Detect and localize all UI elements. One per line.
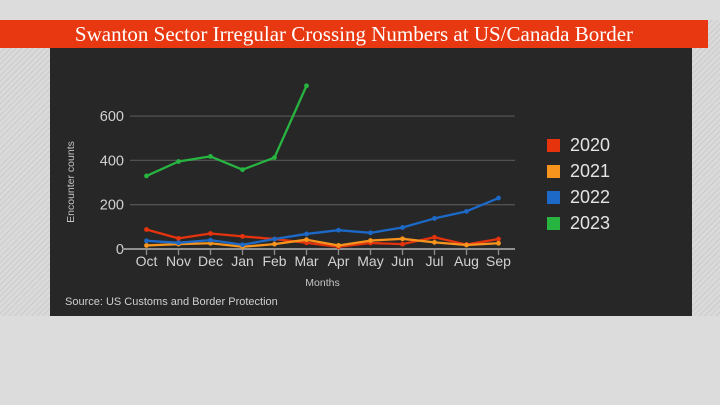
data-point-2022: [496, 195, 501, 201]
data-point-2020: [240, 233, 245, 239]
data-point-2023: [304, 83, 309, 89]
data-point-2020: [496, 236, 501, 242]
x-tick-label: Aug: [454, 253, 479, 269]
x-tick-label: Jun: [391, 253, 414, 269]
legend-label: 2021: [570, 161, 611, 181]
x-tick-label: Dec: [198, 253, 223, 269]
data-point-2020: [432, 234, 437, 240]
data-point-2022: [144, 238, 149, 244]
data-point-2022: [272, 236, 277, 242]
data-point-2023: [176, 159, 181, 164]
data-point-2022: [208, 237, 213, 243]
legend-item-2021: 2021: [547, 162, 610, 180]
chart-title: Swanton Sector Irregular Crossing Number…: [74, 22, 634, 46]
data-point-2020: [176, 235, 181, 241]
x-tick-label: Oct: [136, 253, 158, 269]
data-point-2022: [400, 225, 405, 230]
x-tick-label: May: [357, 253, 383, 269]
legend-swatch-icon: [547, 216, 560, 230]
legend-swatch-icon: [547, 164, 560, 178]
legend-swatch-icon: [547, 190, 560, 204]
data-point-2022: [432, 216, 437, 221]
legend-label: 2023: [570, 213, 611, 233]
data-point-2021: [144, 243, 149, 248]
legend-label: 2022: [570, 187, 611, 207]
x-tick-label: Sep: [486, 253, 511, 269]
series-line-2021: [145, 237, 500, 248]
line-chart: 0 200 400 600 Oct Nov Dec Jan Feb Mar Apr May Jun Jul…: [65, 83, 515, 289]
x-tick-label: Jul: [426, 253, 444, 269]
y-tick-label: 400: [100, 153, 124, 169]
data-point-2021: [336, 243, 341, 248]
y-tick-label: 600: [100, 109, 124, 125]
data-point-2020: [144, 227, 149, 232]
y-axis-title: Encounter counts: [65, 141, 77, 223]
series-line-2023: [145, 84, 308, 178]
x-tick-label: Jan: [231, 253, 254, 269]
x-axis-title: Months: [305, 277, 339, 289]
data-point-2021: [432, 239, 437, 245]
data-point-2022: [304, 231, 309, 237]
title-banner: Swanton Sector Irregular Crossing Number…: [0, 20, 708, 48]
legend-item-2023: 2023: [547, 214, 610, 232]
series-line-2020: [145, 228, 500, 248]
data-point-2021: [272, 241, 277, 247]
data-point-2023: [272, 155, 277, 160]
x-tick-label: Mar: [294, 253, 318, 269]
data-point-2021: [304, 237, 309, 243]
legend-item-2022: 2022: [547, 188, 610, 206]
series-line-2022: [145, 196, 500, 246]
data-point-2023: [144, 173, 149, 179]
data-point-2022: [464, 208, 469, 214]
data-point-2021: [400, 236, 405, 242]
x-tick-label: Feb: [262, 253, 286, 269]
chart-legend: 2020 2021 2022 2023: [547, 136, 610, 232]
x-tick-label: Apr: [328, 253, 350, 269]
legend-swatch-icon: [547, 138, 560, 152]
y-tick-label: 200: [100, 198, 124, 214]
data-point-2020: [208, 231, 213, 236]
data-point-2022: [368, 230, 373, 236]
data-point-2021: [368, 238, 373, 243]
data-point-2022: [176, 240, 181, 246]
data-point-2022: [336, 227, 341, 233]
legend-item-2020: 2020: [547, 136, 610, 154]
data-point-2023: [208, 154, 213, 159]
y-tick-label: 0: [116, 242, 124, 258]
source-note: Source: US Customs and Border Protection: [65, 296, 278, 308]
legend-label: 2020: [570, 135, 611, 155]
chart-panel: 0 200 400 600 Oct Nov Dec Jan Feb Mar Apr May Jun Jul…: [50, 48, 692, 316]
data-point-2023: [240, 167, 245, 173]
data-point-2021: [464, 242, 469, 248]
data-point-2020: [400, 241, 405, 247]
data-point-2022: [240, 242, 245, 248]
data-point-2021: [496, 240, 501, 246]
x-tick-label: Nov: [166, 253, 191, 269]
